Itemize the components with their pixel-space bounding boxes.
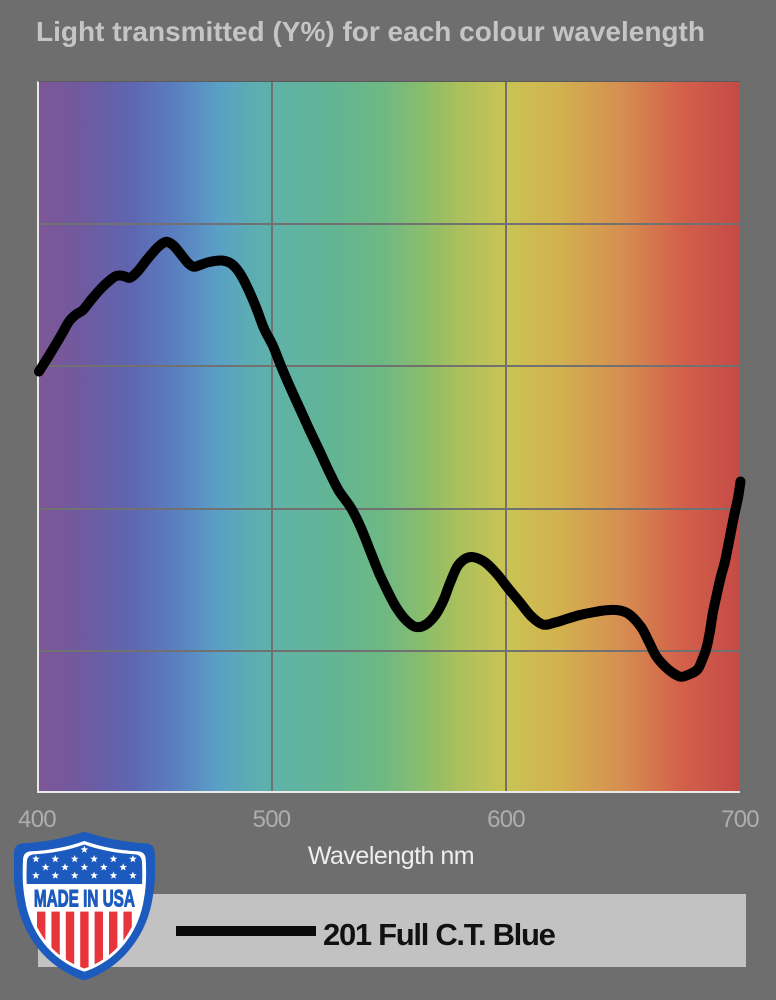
svg-text:MADE IN USA: MADE IN USA xyxy=(34,885,135,912)
